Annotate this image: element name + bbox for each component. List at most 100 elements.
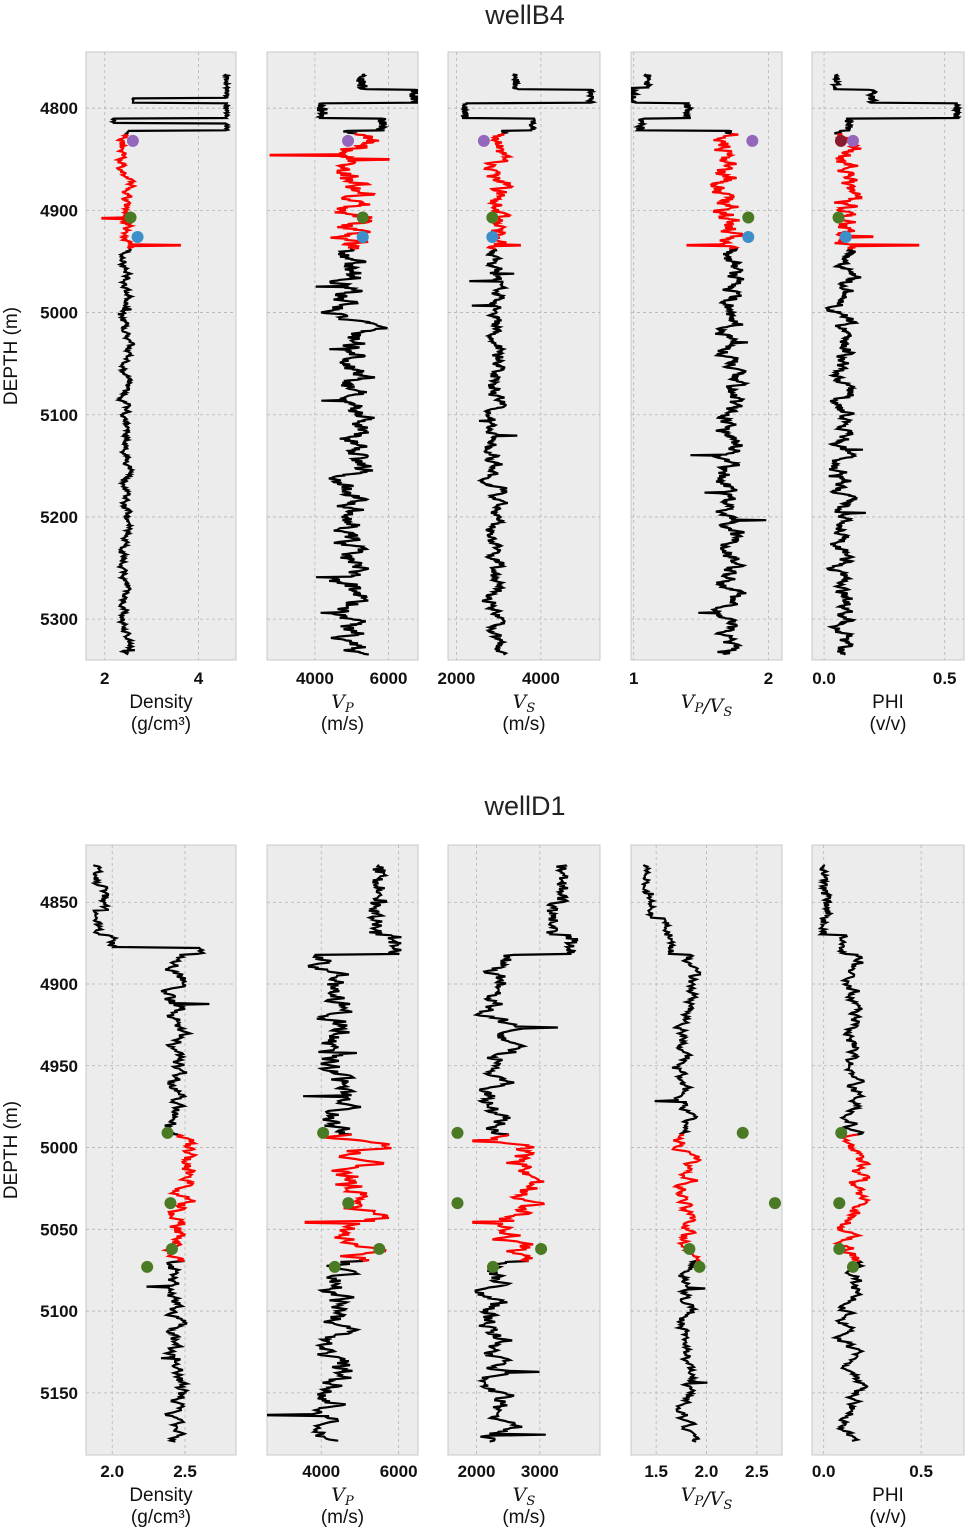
y-tick-label: 4850: [40, 893, 78, 912]
curves: [269, 73, 418, 656]
log-curve-upper: [817, 864, 867, 1136]
track-panel: [630, 844, 783, 1456]
x-tick-label: 4: [194, 669, 204, 688]
y-tick-label: 5050: [40, 1220, 78, 1239]
log-curve-upper: [303, 864, 402, 1136]
x-tick-label: 0.5: [933, 669, 957, 688]
track-panel: [811, 844, 965, 1456]
data-point-marker: [451, 1197, 464, 1210]
y-tick-label: 5200: [40, 508, 78, 527]
data-point-marker: [126, 134, 139, 147]
data-point-marker: [746, 134, 759, 147]
track-label: PHI: [872, 692, 904, 713]
y-tick-label: 4800: [40, 99, 78, 118]
y-tick-label: 5000: [40, 1139, 78, 1158]
data-point-marker: [742, 230, 755, 243]
log-curve-highlight: [482, 132, 521, 250]
track-4: 0.0 0.5 PHI(v/v): [811, 51, 965, 735]
track-unit: (m/s): [321, 714, 364, 735]
curves: [101, 73, 232, 656]
track-label: Density: [129, 692, 193, 713]
y-tick-label: 5300: [40, 610, 78, 629]
log-curve-lower: [114, 247, 136, 656]
track-unit: (g/cm³): [131, 714, 191, 735]
track-0: 2.0 2.5 Density(g/cm³): [85, 844, 237, 1528]
track-label: VP: [331, 1484, 354, 1509]
track-panel: [630, 51, 783, 661]
data-point-marker: [847, 134, 860, 147]
data-point-marker: [342, 1197, 355, 1210]
data-point-marker: [833, 1242, 846, 1255]
curves: [472, 863, 579, 1443]
log-curve-lower: [830, 1260, 869, 1442]
log-curve-upper: [90, 864, 210, 1136]
x-tick-label: 0.0: [812, 1462, 836, 1481]
x-tick-label: 6000: [370, 669, 408, 688]
log-curve-lower: [267, 1259, 363, 1442]
track-panel: [811, 51, 965, 661]
track-2: 2000 3000 VS(m/s): [447, 844, 601, 1528]
data-point-marker: [486, 230, 499, 243]
log-curve-highlight: [160, 1133, 199, 1263]
curves: [267, 864, 402, 1442]
chart-title: wellB4: [484, 0, 565, 30]
track-4: 0.0 0.5 PHI(v/v): [811, 844, 965, 1528]
x-tick-label: 2: [764, 669, 773, 688]
log-curve-highlight: [832, 1133, 872, 1263]
track-2: 2000 4000 VS(m/s): [438, 51, 601, 735]
track-label: VS: [513, 1484, 536, 1509]
data-point-marker: [736, 1126, 749, 1139]
log-curve-highlight: [269, 132, 390, 250]
track-label: Density: [129, 1485, 193, 1506]
x-tick-label: 1.5: [644, 1462, 668, 1481]
track-3: 1 2 VP/VS: [629, 51, 783, 720]
track-unit: (v/v): [870, 714, 907, 735]
data-point-marker: [486, 1260, 499, 1273]
log-curve-upper: [829, 73, 963, 136]
x-tick-label: 2.0: [695, 1462, 719, 1481]
x-tick-label: 2.5: [745, 1462, 769, 1481]
track-panel: [85, 844, 237, 1456]
data-point-marker: [768, 1197, 781, 1210]
track-1: 4000 6000 VP(m/s): [266, 51, 419, 735]
data-point-marker: [356, 211, 369, 224]
track-label: VP/VS: [681, 1484, 733, 1513]
y-axis-label: DEPTH (m): [1, 307, 22, 405]
data-point-marker: [486, 211, 499, 224]
y-tick-label: 5150: [40, 1384, 78, 1403]
data-point-marker: [356, 230, 369, 243]
data-point-marker: [342, 134, 355, 147]
track-label: VP: [331, 691, 354, 716]
track-unit: (m/s): [502, 1507, 545, 1528]
data-point-marker: [833, 1197, 846, 1210]
data-point-marker: [141, 1260, 154, 1273]
x-tick-label: 0.0: [812, 669, 836, 688]
data-point-marker: [373, 1242, 386, 1255]
data-point-marker: [165, 1242, 178, 1255]
curves: [460, 73, 598, 656]
log-curve-highlight: [472, 1133, 546, 1263]
track-label: PHI: [872, 1485, 904, 1506]
data-point-marker: [328, 1260, 341, 1273]
data-point-marker: [161, 1126, 174, 1139]
data-point-marker: [124, 211, 137, 224]
track-unit: (g/cm³): [131, 1507, 191, 1528]
track-unit: (m/s): [502, 714, 545, 735]
data-point-marker: [164, 1197, 177, 1210]
x-tick-label: 2.5: [173, 1462, 197, 1481]
x-tick-label: 4000: [522, 669, 560, 688]
y-tick-label: 4950: [40, 1057, 78, 1076]
data-point-marker: [846, 1260, 859, 1273]
track-unit: (m/s): [321, 1507, 364, 1528]
log-curve-highlight: [686, 132, 745, 250]
log-curve-upper: [460, 73, 598, 135]
data-point-marker: [477, 134, 490, 147]
x-tick-label: 4000: [302, 1462, 340, 1481]
log-curve-upper: [472, 863, 579, 1136]
log-curve-lower: [474, 1259, 546, 1443]
x-tick-label: 6000: [380, 1462, 418, 1481]
x-tick-label: 2000: [458, 1462, 496, 1481]
track-panel: [447, 51, 601, 661]
y-tick-label: 5100: [40, 1302, 78, 1321]
